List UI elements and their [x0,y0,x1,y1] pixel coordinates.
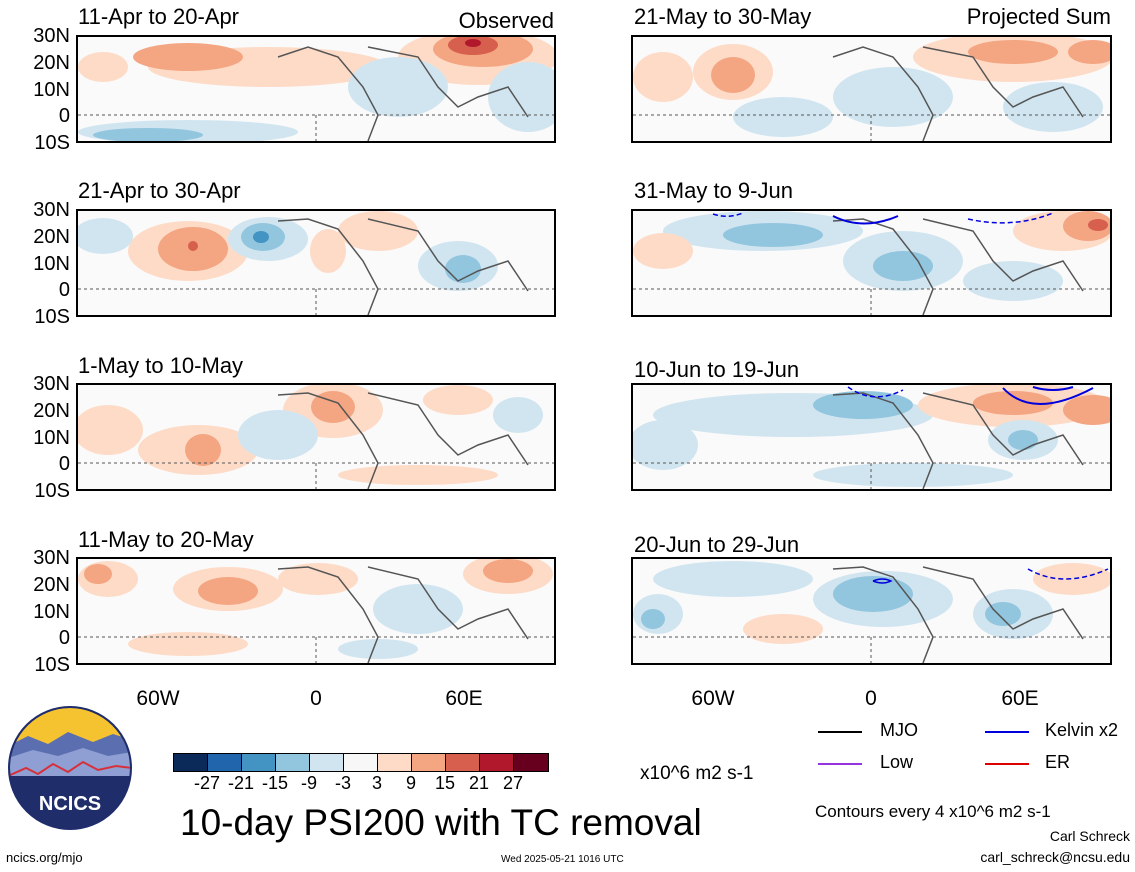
colorbar-tick-label: 21 [468,773,490,793]
lat-label: 10S [34,654,70,676]
legend-er: ER [1045,752,1071,772]
map-panel [76,383,556,491]
mjo-line-swatch [818,731,862,733]
colorbar-tick-label: 3 [371,773,383,793]
legend-mjo: MJO [880,720,918,740]
panel-tag: Observed [458,8,554,33]
colorbar-tick-label: 9 [405,773,417,793]
lat-label: 30N [33,547,70,569]
footer-url[interactable]: ncics.org/mjo [6,850,83,865]
lon-label: 60E [1001,687,1039,710]
lon-label: 60E [445,687,483,710]
colorbar-tick-label: -15 [261,773,289,793]
lat-label: 10S [34,480,70,502]
legend-kelvin: Kelvin x2 [1045,720,1119,740]
low-line-swatch [818,763,862,765]
colorbar-tick-label: -9 [300,773,318,793]
lon-label: 0 [865,687,877,710]
footer-author: Carl Schreck [1049,828,1130,844]
panel-title: 10-Jun to 19-Jun [634,357,800,382]
lat-label: 0 [58,105,70,127]
ncics-logo: NCICS [8,706,132,830]
map-panel [76,557,556,665]
lat-label: 10S [34,132,70,154]
colorbar-cell [276,754,310,771]
colorbar-cell [480,754,514,771]
contour-interval: Contours every 4 x10^6 m2 s-1 [815,802,1051,821]
colorbar-cell [344,754,378,771]
lat-label: 30N [33,25,70,47]
map-panel [76,35,556,143]
panel-title: 1-May to 10-May [78,353,244,378]
lat-label: 20N [33,52,70,74]
panel-title: 31-May to 9-Jun [634,178,793,203]
panel-tag: Projected Sum [966,4,1111,29]
legend-low: Low [880,752,914,772]
lat-label: 30N [33,199,70,221]
lon-label: 60W [691,687,735,710]
map-panel [631,383,1112,491]
panel-title: 11-May to 20-May [78,527,254,552]
panel-title: 21-May to 30-May [634,4,812,29]
colorbar-tick-label: -27 [193,773,221,793]
colorbar-cell [174,754,208,771]
map-panel [631,209,1112,317]
colorbar [173,753,549,772]
lat-label: 20N [33,400,70,422]
lat-label: 10N [33,79,70,101]
lat-label: 10S [34,306,70,328]
colorbar-labels: -27 -21 -15 -9 -3 3 9 15 21 27 [173,773,547,795]
panel-title: 21-Apr to 30-Apr [78,178,241,203]
panel-title: 11-Apr to 20-Apr [78,4,240,29]
footer-timestamp: Wed 2025-05-21 1016 UTC [501,854,624,865]
colorbar-cell [446,754,480,771]
lat-label: 10N [33,427,70,449]
lon-label: 0 [310,687,322,710]
colorbar-units: x10^6 m2 s-1 [640,763,754,784]
er-line-swatch [985,763,1029,765]
colorbar-cell [514,754,548,771]
kelvin-line-swatch [985,731,1029,733]
logo-text: NCICS [39,793,101,815]
lat-label: 10N [33,253,70,275]
footer-email[interactable]: carl_schreck@ncsu.edu [980,849,1130,865]
panel-title: 20-Jun to 29-Jun [634,532,800,557]
lat-label: 30N [33,373,70,395]
colorbar-tick-label: -21 [227,773,255,793]
lat-label: 0 [58,279,70,301]
map-panel [631,35,1112,143]
lat-label: 20N [33,574,70,596]
colorbar-cell [378,754,412,771]
colorbar-cell [242,754,276,771]
colorbar-cell [208,754,242,771]
colorbar-tick-label: 15 [434,773,456,793]
main-title: 10-day PSI200 with TC removal [180,802,702,843]
colorbar-cell [412,754,446,771]
lat-label: 0 [58,627,70,649]
lat-label: 20N [33,226,70,248]
colorbar-tick-label: 27 [502,773,524,793]
lat-label: 10N [33,601,70,623]
map-panel [76,209,556,317]
map-panel [631,557,1112,665]
lat-label: 0 [58,453,70,475]
colorbar-tick-label: -3 [334,773,352,793]
lon-label: 60W [136,687,180,710]
colorbar-cell [310,754,344,771]
